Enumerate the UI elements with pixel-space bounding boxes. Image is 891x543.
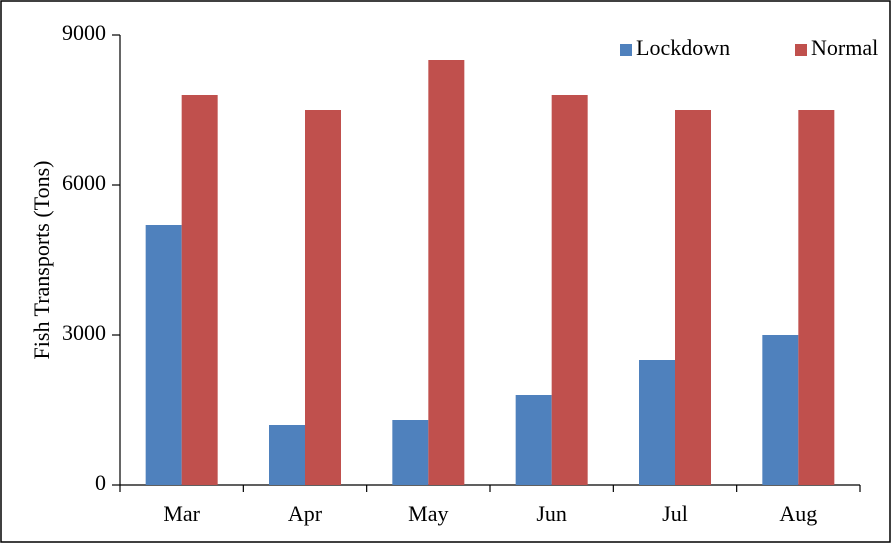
bar [269,425,305,485]
y-tick-label: 6000 [62,170,106,195]
bar [145,225,182,485]
legend-swatch [620,44,632,56]
y-axis-label: Fish Transports (Tons) [29,161,54,360]
x-tick-label: Jun [536,501,567,526]
bar [551,95,588,485]
y-tick-label: 3000 [62,320,106,345]
legend-label: Lockdown [636,35,730,60]
bar [675,110,711,485]
x-tick-label: Mar [163,501,200,526]
bar [639,360,675,485]
bar [515,395,552,485]
y-tick-label: 9000 [62,20,106,45]
x-tick-label: Jul [662,501,688,526]
bar [305,110,341,485]
legend-label: Normal [811,35,878,60]
legend-swatch [795,44,807,56]
bar [798,110,835,485]
bar [762,335,799,485]
bar [181,95,218,485]
x-tick-label: May [408,501,448,526]
x-tick-label: Apr [288,501,323,526]
x-tick-label: Aug [779,501,817,526]
bar [392,420,429,485]
y-tick-label: 0 [95,470,106,495]
bar [428,60,465,485]
